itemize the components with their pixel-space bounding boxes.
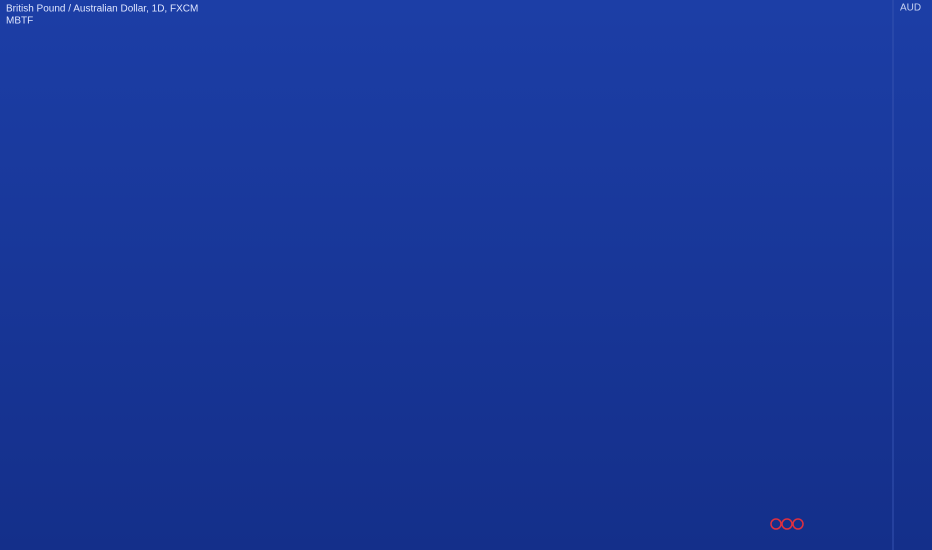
chart-subtitle: MBTF — [6, 16, 33, 27]
toolbar-icons[interactable] — [770, 518, 804, 530]
y-axis-label: AUD — [900, 3, 921, 14]
icon[interactable] — [781, 518, 793, 530]
icon[interactable] — [770, 518, 782, 530]
icon[interactable] — [792, 518, 804, 530]
chart-title: British Pound / Australian Dollar, 1D, F… — [6, 4, 198, 15]
